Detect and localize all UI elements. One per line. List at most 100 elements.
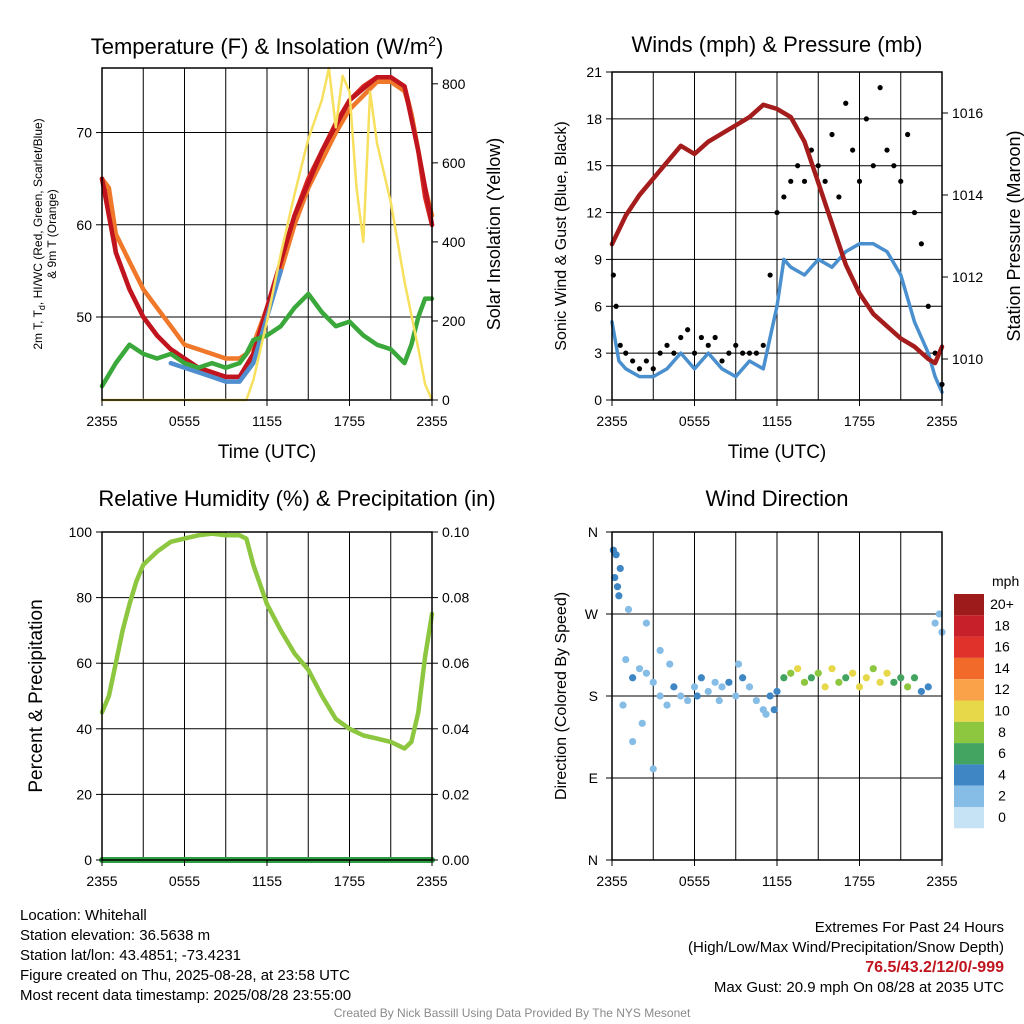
- legend-label: 12: [994, 681, 1010, 697]
- station-info: Location: Whitehall Station elevation: 3…: [20, 906, 351, 1006]
- credit-line: Created By Nick Bassill Using Data Provi…: [333, 1006, 691, 1020]
- dir-point: [615, 592, 623, 600]
- legend-label: 2: [998, 788, 1006, 804]
- dir-point: [677, 692, 685, 700]
- dir-point: [883, 669, 891, 677]
- wind-gust-point: [643, 358, 649, 364]
- wind-ytick-label-left: 15: [586, 158, 602, 174]
- wind-gust-point: [822, 178, 828, 184]
- temp-xtick-label: 1755: [334, 413, 365, 429]
- dir-point: [935, 610, 943, 618]
- dir-point: [869, 665, 877, 673]
- wind-direction-panel: N W S E N 2355 0555 1155 1755 2355 Wind Direction D…: [553, 486, 1019, 889]
- wind-gust-point: [719, 358, 725, 364]
- legend-swatch: [954, 721, 984, 744]
- extremes-info: Extremes For Past 24 Hours (High/Low/Max…: [688, 918, 1004, 998]
- wind-gust-point: [788, 178, 794, 184]
- temp-xtick-label: 2355: [416, 413, 447, 429]
- wind-gust-point: [746, 350, 753, 356]
- wind-ylabel-left: Sonic Wind & Gust (Blue, Black): [553, 121, 570, 350]
- temp-xtick-label: 2355: [86, 413, 117, 429]
- wind-ytick-label-right: 1010: [952, 351, 983, 367]
- dir-point: [732, 692, 740, 700]
- wind-gust-point: [911, 209, 918, 216]
- legend-label: 20+: [990, 596, 1014, 612]
- dir-point: [739, 674, 747, 682]
- legend-swatch: [954, 594, 984, 616]
- rh-ytick-label-left: 60: [76, 655, 92, 671]
- legend-swatch: [954, 807, 984, 829]
- wind-gust-point: [685, 327, 691, 333]
- wind-gust-point: [918, 241, 924, 247]
- dir-point: [855, 683, 864, 691]
- extremes-values: 76.5/43.2/12/0/-999: [865, 959, 1004, 976]
- dir-point: [807, 674, 815, 682]
- rh-ytick-label-right: 0.08: [442, 590, 469, 606]
- rh-title: Relative Humidity (%) & Precipitation (i…: [98, 486, 495, 511]
- rh-ytick-label-right: 0.00: [442, 852, 469, 868]
- temp-ytick-label-left: 70: [76, 125, 92, 141]
- dir-point: [611, 573, 619, 582]
- legend-swatch: [954, 679, 984, 701]
- wind-xlabel: Time (UTC): [728, 442, 827, 463]
- dir-xtick-label: 2355: [596, 873, 627, 889]
- rh-series-relative-humidity: [99, 531, 435, 751]
- dir-point: [656, 646, 664, 655]
- created-text: Figure created on Thu, 2025-08-28, at 23…: [20, 967, 350, 984]
- rh-ytick-label-left: 80: [76, 590, 92, 606]
- dir-point: [666, 660, 674, 668]
- wind-gust-point: [898, 178, 904, 184]
- dir-point: [770, 706, 778, 714]
- temp-series-solar-insolation: [100, 66, 434, 402]
- dir-point: [835, 678, 843, 686]
- temperature-panel: 2355 0555 1155 1755 2355 Time (UTC) 50 60 70 0 200…: [31, 33, 504, 463]
- wind-gust-point: [657, 350, 663, 356]
- temp-ylabel-left-line2: & 9m T (Orange): [45, 189, 59, 279]
- latlon-text: Station lat/lon: 43.4851; -73.4231: [20, 947, 242, 964]
- legend-swatch: [954, 743, 984, 765]
- wind-xtick-label: 0555: [679, 413, 710, 429]
- wind-gust-point: [856, 178, 863, 184]
- dir-point: [622, 655, 630, 664]
- temp-ytick-label-right: 400: [442, 234, 466, 250]
- wind-gust-point: [877, 85, 883, 91]
- temp-series-hi-wc: [99, 74, 435, 380]
- wind-gust-point: [836, 194, 842, 200]
- wind-xtick-label: 2355: [926, 413, 957, 429]
- wind-ylabel-right: Station Pressure (Maroon): [1004, 130, 1024, 341]
- dir-point: [642, 619, 650, 627]
- dir-point: [849, 669, 857, 677]
- dir-point: [773, 687, 781, 696]
- temp-series-wc: [168, 268, 284, 384]
- wind-ytick-label-left: 18: [586, 111, 602, 127]
- dir-point: [794, 665, 802, 673]
- dir-point: [635, 665, 644, 673]
- dir-point: [904, 683, 912, 691]
- dir-point: [612, 551, 620, 559]
- wind-gust-point: [664, 342, 670, 348]
- extremes-subheading: (High/Low/Max Wind/Precipitation/Snow De…: [688, 939, 1004, 956]
- temp-ylabel-left: 2m T, Td, HI/WC (Red, Green, Scarlet/Blu…: [31, 118, 47, 349]
- legend-label: 10: [994, 703, 1010, 719]
- rh-ytick-label-right: 0.10: [442, 524, 469, 540]
- timestamp-text: Most recent data timestamp: 2025/08/28 2…: [20, 987, 352, 1004]
- wind-ytick-label-right: 1012: [952, 269, 983, 285]
- rh-xtick-label: 0555: [169, 873, 200, 889]
- legend-label: 6: [998, 745, 1006, 761]
- wind-xtick-label: 1155: [762, 413, 792, 429]
- dir-point: [862, 674, 870, 682]
- dir-point: [897, 674, 905, 682]
- wind-gust-point: [726, 350, 732, 356]
- dir-point: [780, 674, 788, 682]
- dir-point: [917, 687, 925, 696]
- rh-ytick-label-left: 100: [69, 524, 93, 540]
- wind-gust-point: [760, 342, 766, 348]
- dir-point: [693, 692, 701, 700]
- rh-xtick-label: 1155: [252, 873, 282, 889]
- dir-point: [704, 687, 712, 696]
- extremes-heading: Extremes For Past 24 Hours: [814, 919, 1004, 936]
- dir-point: [814, 669, 822, 677]
- dir-point: [766, 692, 774, 700]
- dir-ytick-label: E: [589, 770, 598, 786]
- dir-ytick-label: S: [589, 688, 598, 704]
